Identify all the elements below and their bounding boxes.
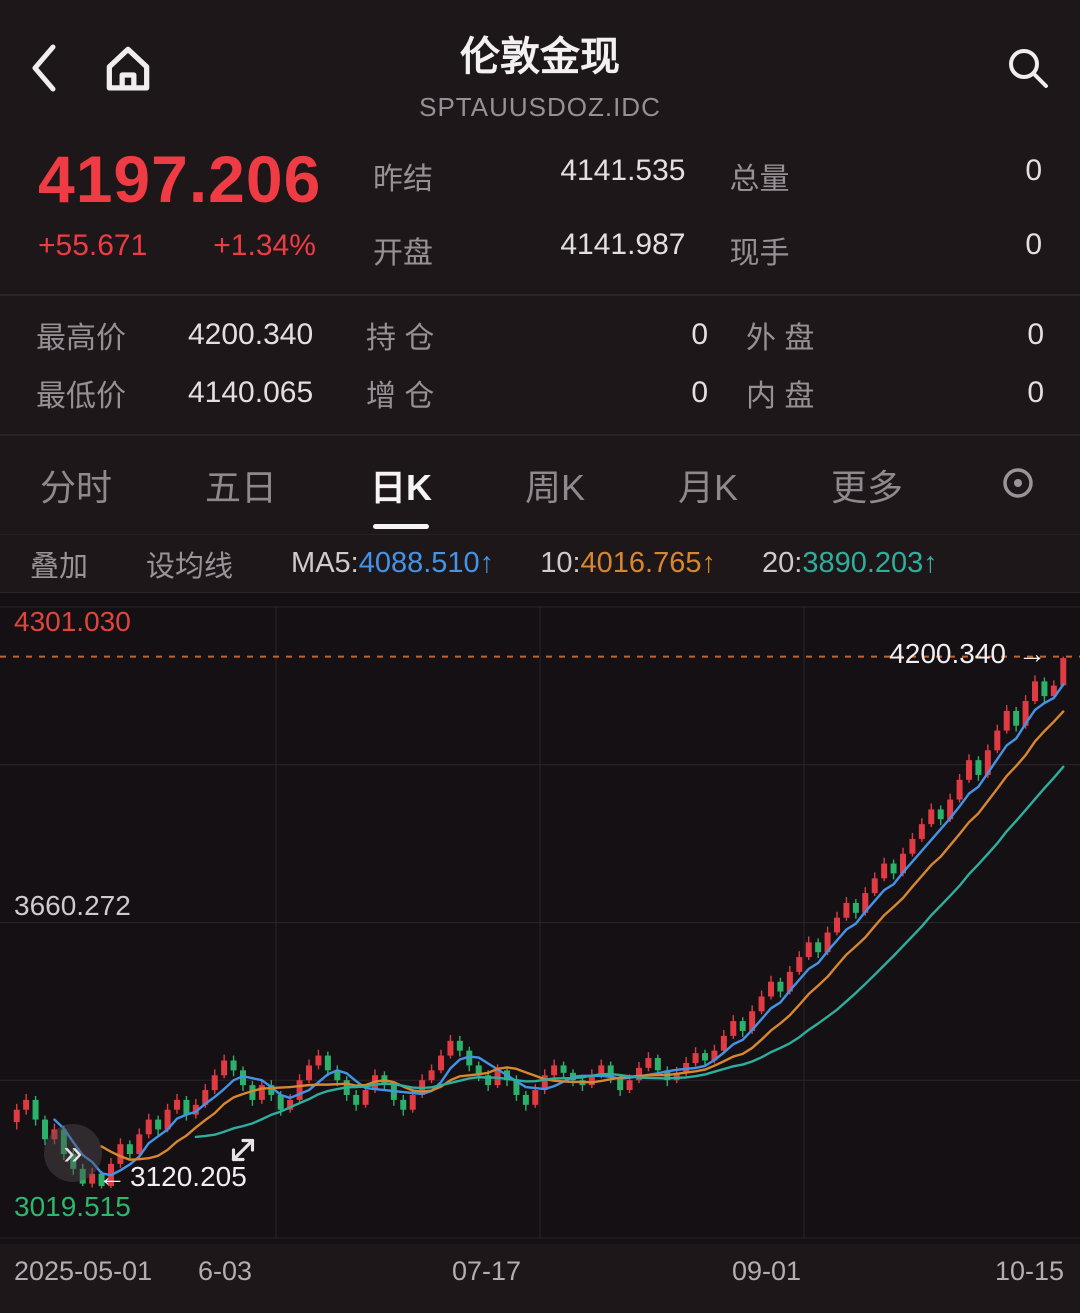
divider — [0, 434, 1080, 436]
low-label: 最低价 — [36, 380, 126, 413]
search-button[interactable] — [1000, 42, 1056, 98]
high-label: 最高价 — [36, 322, 126, 355]
last-price: 4197.206 — [38, 142, 322, 216]
x-label-1: 6-03 — [198, 1256, 253, 1286]
tab-daily-k[interactable]: 日K — [370, 459, 432, 511]
y-axis-mid-label: 3660.272 — [14, 890, 131, 921]
period-tabs: 分时 五日 日K 周K 月K 更多 — [0, 436, 1080, 534]
candlestick-canvas[interactable] — [0, 593, 1080, 1245]
stats-row-high: 最高价 4200.340 持 仓 0 外 盘 0 — [36, 306, 1044, 364]
ma5-readout: MA5:4088.510↑ — [291, 547, 495, 579]
stats-row-low: 最低价 4140.065 增 仓 0 内 盘 0 — [36, 364, 1044, 422]
outer-volume-value: 0 — [1027, 318, 1044, 351]
inner-volume-label: 内 盘 — [746, 380, 815, 413]
set-ma-button[interactable]: 设均线 — [146, 550, 234, 583]
ma10-readout: 10:4016.765↑ — [540, 547, 716, 579]
home-button[interactable] — [96, 40, 160, 100]
inner-volume-value: 0 — [1027, 376, 1044, 409]
header: 伦敦金现 SPTAUUSDOZ.IDC — [0, 0, 1080, 134]
low-value: 4140.065 — [188, 376, 314, 409]
low-price-marker: ← 3120.205 — [98, 1161, 247, 1192]
search-icon — [1004, 44, 1052, 97]
price-change: +55.671 — [38, 229, 148, 263]
open-interest-value: 0 — [691, 318, 708, 351]
oi-change-label: 增 仓 — [366, 380, 435, 413]
oi-change-value: 0 — [691, 376, 708, 409]
x-label-0: 2025-05-01 — [14, 1256, 153, 1286]
outer-volume-label: 外 盘 — [746, 322, 815, 355]
price-change-percent: +1.34% — [213, 229, 316, 263]
indicator-settings-button[interactable] — [996, 463, 1040, 507]
double-chevron-icon: » — [63, 1133, 83, 1172]
prev-settle-value: 4141.535 — [560, 154, 686, 187]
target-dot-icon — [997, 462, 1039, 509]
stats-panel: 最高价 4200.340 持 仓 0 外 盘 0 最低价 4140.065 增 … — [0, 296, 1080, 434]
ma20-readout: 20:3890.203↑ — [761, 547, 938, 579]
quote-col-right: 总量 0 现手 0 — [730, 154, 1043, 272]
high-value: 4200.340 — [188, 318, 314, 351]
overlay-button[interactable]: 叠加 — [30, 550, 89, 583]
x-label-3: 09-01 — [732, 1256, 802, 1286]
open-label: 开盘 — [373, 237, 433, 270]
x-label-2: 07-17 — [452, 1256, 522, 1286]
high-price-marker: 4200.340 → — [889, 638, 1046, 669]
current-lot-label: 现手 — [729, 237, 790, 270]
home-icon — [100, 40, 156, 101]
current-lot-value: 0 — [1025, 228, 1042, 261]
volume-label: 总量 — [729, 163, 790, 196]
page-title: 伦敦金现 — [460, 35, 620, 79]
tab-monthly-k[interactable]: 月K — [677, 467, 738, 508]
back-button[interactable] — [20, 40, 68, 100]
ma-toolbar: 叠加 设均线 MA5:4088.510↑ 10:4016.765↑ 20:389… — [0, 534, 1080, 592]
volume-value: 0 — [1025, 154, 1042, 187]
open-value: 4141.987 — [560, 228, 686, 261]
tab-intraday[interactable]: 分时 — [40, 467, 113, 508]
x-label-4: 10-15 — [994, 1256, 1064, 1286]
x-axis: 2025-05-01 6-03 07-17 09-01 10-15 — [0, 1244, 1080, 1301]
y-axis-max-label: 4301.030 — [14, 606, 131, 637]
divider — [0, 294, 1080, 296]
back-chevron-icon — [27, 39, 61, 102]
quote-col-mid: 昨结 4141.535 开盘 4141.987 — [373, 154, 686, 272]
symbol-code: SPTAUUSDOZ.IDC — [419, 92, 661, 122]
expand-arrows-icon — [224, 1131, 262, 1174]
quote-panel: 4197.206 +55.671 +1.34% 昨结 4141.535 开盘 414… — [0, 134, 1080, 294]
y-axis-min-label: 3019.515 — [14, 1191, 131, 1222]
prev-settle-label: 昨结 — [373, 163, 433, 196]
fullscreen-button[interactable] — [222, 1131, 264, 1173]
kline-chart[interactable]: 4301.030 4200.340 → 3660.272 ← 3120.205 … — [0, 592, 1080, 1244]
fast-forward-button[interactable]: » — [44, 1124, 102, 1182]
tab-more[interactable]: 更多 — [830, 467, 903, 508]
open-interest-label: 持 仓 — [366, 322, 435, 355]
tab-weekly-k[interactable]: 周K — [524, 467, 585, 508]
tab-five-day[interactable]: 五日 — [205, 467, 278, 508]
right-arrow-icon: → — [1018, 638, 1046, 669]
price-block: 4197.206 +55.671 +1.34% — [38, 142, 373, 263]
left-arrow-icon: ← — [98, 1161, 126, 1192]
